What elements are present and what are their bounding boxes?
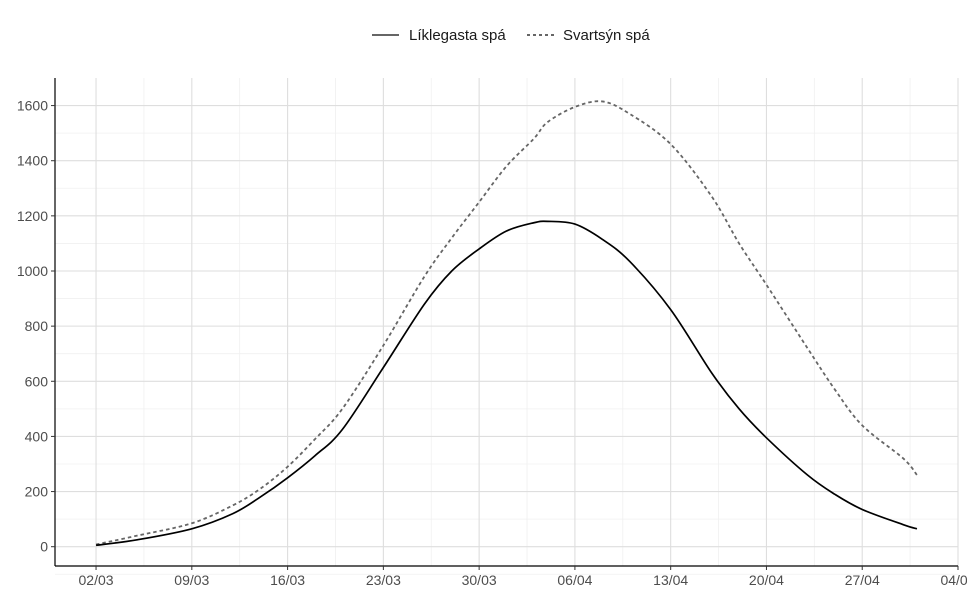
y-tick-label: 200 xyxy=(25,484,49,500)
x-tick-label: 13/04 xyxy=(653,572,688,588)
x-tick-label: 04/05 xyxy=(940,572,967,588)
legend-label-1: Líklegasta spá xyxy=(409,27,506,44)
y-tick-label: 1000 xyxy=(17,263,48,279)
x-tick-label: 30/03 xyxy=(462,572,497,588)
series-layer xyxy=(95,100,918,547)
y-tick-label: 600 xyxy=(25,373,49,389)
y-tick-label: 1200 xyxy=(17,208,48,224)
x-ticks: 02/03 09/03 16/03 23/03 30/03 06/04 13/04 20/04… xyxy=(79,566,967,588)
x-tick-label: 16/03 xyxy=(270,572,305,588)
legend: Líklegasta spá Svartsýn spá xyxy=(372,27,650,44)
y-tick-label: 0 xyxy=(40,539,48,555)
series-line-likeliest xyxy=(95,220,918,547)
y-tick-label: 1600 xyxy=(17,98,48,114)
x-tick-label: 27/04 xyxy=(845,572,880,588)
minor-grid xyxy=(55,78,958,575)
major-grid xyxy=(55,78,959,566)
y-tick-label: 1400 xyxy=(17,153,48,169)
x-tick-label: 06/04 xyxy=(557,572,592,588)
legend-label-2: Svartsýn spá xyxy=(563,27,650,44)
x-tick-label: 09/03 xyxy=(174,572,209,588)
y-ticks: 0 200 400 600 800 1000 1200 1400 1600 xyxy=(17,98,55,555)
y-tick-label: 400 xyxy=(25,428,49,444)
axes xyxy=(54,78,958,567)
series-line-pessimistic xyxy=(95,100,918,546)
x-tick-label: 20/04 xyxy=(749,572,784,588)
x-tick-label: 23/03 xyxy=(366,572,401,588)
x-tick-label: 02/03 xyxy=(79,572,114,588)
y-tick-label: 800 xyxy=(25,318,49,334)
